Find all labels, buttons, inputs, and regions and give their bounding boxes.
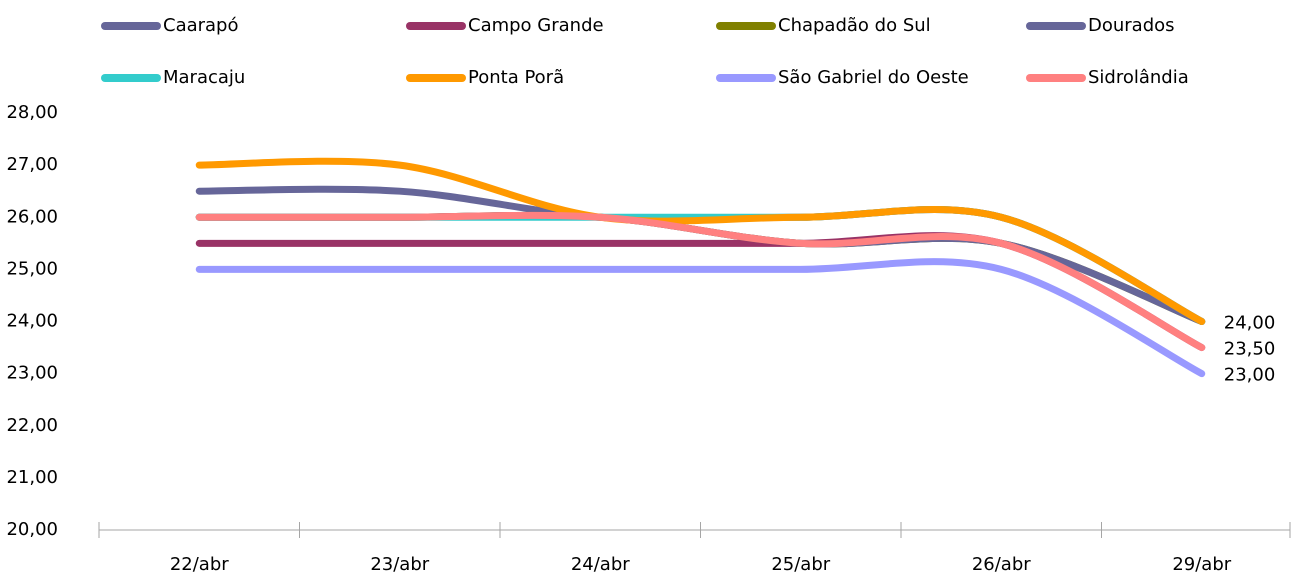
y-tick-label: 23,00 [6,363,58,384]
legend-label: Campo Grande [468,15,604,36]
series-line [195,157,1206,325]
legend-label: Caarapó [163,15,239,36]
y-tick-label: 20,00 [6,519,58,540]
legend-label: Chapadão do Sul [778,15,931,36]
y-tick-label: 25,00 [6,258,58,279]
y-tick-label: 21,00 [6,467,58,488]
x-tick-label: 23/abr [370,554,429,575]
x-tick-label: 26/abr [972,554,1031,575]
y-tick-label: 22,00 [6,415,58,436]
legend-label: Maracaju [163,67,245,88]
legend-label: São Gabriel do Oeste [778,67,969,88]
data-label: 23,50 [1224,339,1276,360]
legend-label: Sidrolândia [1088,67,1189,88]
y-tick-label: 27,00 [6,154,58,175]
series-line [195,211,1206,352]
legend-label: Ponta Porã [468,67,564,88]
y-tick-label: 24,00 [6,311,58,332]
series-line [195,258,1206,378]
x-tick-label: 24/abr [571,554,630,575]
y-tick-label: 26,00 [6,206,58,227]
data-label: 24,00 [1224,313,1276,334]
legend-label: Dourados [1088,15,1175,36]
x-tick-label: 29/abr [1172,554,1231,575]
y-tick-label: 28,00 [6,102,58,123]
data-label: 23,00 [1224,365,1276,386]
x-tick-label: 22/abr [170,554,229,575]
x-tick-label: 25/abr [771,554,830,575]
